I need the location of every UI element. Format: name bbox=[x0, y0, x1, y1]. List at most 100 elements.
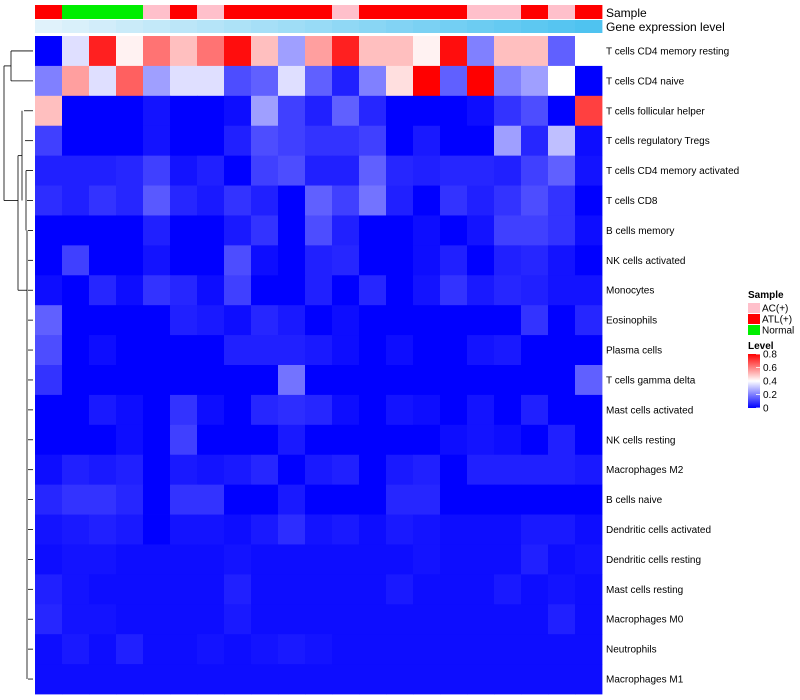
expression-annotation-cell bbox=[224, 20, 252, 33]
heatmap-cell bbox=[332, 365, 360, 396]
heatmap-cell bbox=[278, 484, 306, 515]
heatmap-cell bbox=[35, 185, 63, 216]
heatmap-cell bbox=[521, 335, 549, 366]
heatmap-cell bbox=[575, 335, 603, 366]
heatmap-cell bbox=[467, 275, 495, 306]
heatmap-cell bbox=[62, 365, 90, 396]
heatmap-cell bbox=[413, 215, 441, 246]
heatmap-cell bbox=[359, 36, 387, 67]
heatmap-cell bbox=[35, 424, 63, 456]
heatmap-cell bbox=[143, 155, 171, 186]
sample-legend-title: Sample bbox=[748, 290, 784, 301]
heatmap-cell bbox=[35, 215, 63, 246]
heatmap-cell bbox=[278, 544, 306, 575]
heatmap-cell bbox=[386, 36, 414, 67]
heatmap-cell bbox=[143, 245, 171, 276]
heatmap-cell bbox=[89, 424, 117, 456]
heatmap-cell bbox=[359, 215, 387, 246]
heatmap-cell bbox=[413, 125, 441, 157]
heatmap-cell bbox=[89, 65, 117, 97]
heatmap-cell bbox=[359, 514, 387, 545]
heatmap-cell bbox=[89, 365, 117, 396]
expression-annotation-cell bbox=[89, 20, 117, 33]
heatmap-cell bbox=[359, 634, 387, 665]
heatmap-cell bbox=[170, 484, 198, 515]
row-label: Mast cells activated bbox=[606, 405, 693, 416]
heatmap-cell bbox=[386, 664, 414, 695]
heatmap-cell bbox=[116, 36, 144, 67]
heatmap-cell bbox=[62, 275, 90, 306]
heatmap-cell bbox=[494, 245, 522, 276]
heatmap-cell bbox=[62, 125, 90, 157]
heatmap-cell bbox=[116, 544, 144, 575]
heatmap-cell bbox=[251, 424, 279, 456]
heatmap-cell bbox=[413, 424, 441, 456]
heatmap-cell bbox=[305, 215, 333, 246]
level-legend-tick-label: 0.6 bbox=[763, 363, 777, 374]
expression-annotation-cell bbox=[197, 20, 225, 33]
heatmap-cell bbox=[197, 65, 225, 97]
heatmap-cell bbox=[170, 95, 198, 127]
heatmap-cell bbox=[521, 604, 549, 635]
heatmap-cell bbox=[548, 664, 576, 695]
row-dendrogram bbox=[3, 50, 33, 680]
heatmap-cell bbox=[224, 604, 252, 635]
heatmap-cell bbox=[575, 36, 603, 67]
row-label: Dendritic cells activated bbox=[606, 525, 711, 536]
heatmap-cell bbox=[575, 544, 603, 575]
row-label: Neutrophils bbox=[606, 645, 657, 656]
heatmap-cell bbox=[494, 65, 522, 97]
heatmap-cell bbox=[89, 514, 117, 545]
heatmap-cell bbox=[197, 36, 225, 67]
heatmap-cell bbox=[359, 155, 387, 186]
heatmap-cell bbox=[89, 544, 117, 575]
heatmap-cell bbox=[575, 215, 603, 246]
heatmap-cell bbox=[251, 65, 279, 97]
heatmap-cell bbox=[35, 36, 63, 67]
sample-annotation-cell bbox=[224, 5, 252, 19]
heatmap-cell bbox=[197, 514, 225, 545]
heatmap-cell bbox=[359, 95, 387, 127]
heatmap-cell bbox=[89, 215, 117, 246]
heatmap-cell bbox=[278, 275, 306, 306]
heatmap-cell bbox=[197, 305, 225, 336]
heatmap-cell bbox=[440, 394, 468, 426]
heatmap-cell bbox=[440, 574, 468, 605]
heatmap-cell bbox=[62, 664, 90, 695]
heatmap-cell bbox=[224, 155, 252, 186]
sample-legend-swatch bbox=[748, 325, 760, 335]
heatmap-cell bbox=[278, 574, 306, 605]
expression-annotation-cell bbox=[143, 20, 171, 33]
heatmap-cell bbox=[116, 95, 144, 127]
heatmap-cell bbox=[575, 275, 603, 306]
heatmap-cell bbox=[575, 604, 603, 635]
heatmap-cell bbox=[575, 245, 603, 276]
heatmap-cell bbox=[359, 664, 387, 695]
heatmap-cell bbox=[413, 275, 441, 306]
heatmap-cell bbox=[251, 275, 279, 306]
heatmap-cell bbox=[467, 335, 495, 366]
heatmap-cell bbox=[170, 335, 198, 366]
heatmap-cell bbox=[548, 275, 576, 306]
heatmap-cell bbox=[332, 484, 360, 515]
heatmap-cell bbox=[413, 394, 441, 426]
heatmap-cell bbox=[251, 365, 279, 396]
heatmap-cell bbox=[521, 454, 549, 486]
heatmap-cell bbox=[35, 514, 63, 545]
heatmap-cell bbox=[386, 335, 414, 366]
heatmap-cell bbox=[251, 634, 279, 665]
heatmap-cell bbox=[251, 484, 279, 515]
level-legend-tick-label: 0.2 bbox=[763, 390, 777, 401]
heatmap-cell bbox=[467, 484, 495, 515]
heatmap-cell bbox=[224, 245, 252, 276]
heatmap-cell bbox=[521, 544, 549, 575]
heatmap-cell bbox=[62, 215, 90, 246]
heatmap-cell bbox=[575, 365, 603, 396]
heatmap-cell bbox=[413, 36, 441, 67]
heatmap-cell bbox=[35, 454, 63, 486]
heatmap-cell bbox=[278, 65, 306, 97]
heatmap-cell bbox=[35, 574, 63, 605]
heatmap-cell bbox=[521, 305, 549, 336]
heatmap-cell bbox=[548, 514, 576, 545]
heatmap-cell bbox=[62, 394, 90, 426]
